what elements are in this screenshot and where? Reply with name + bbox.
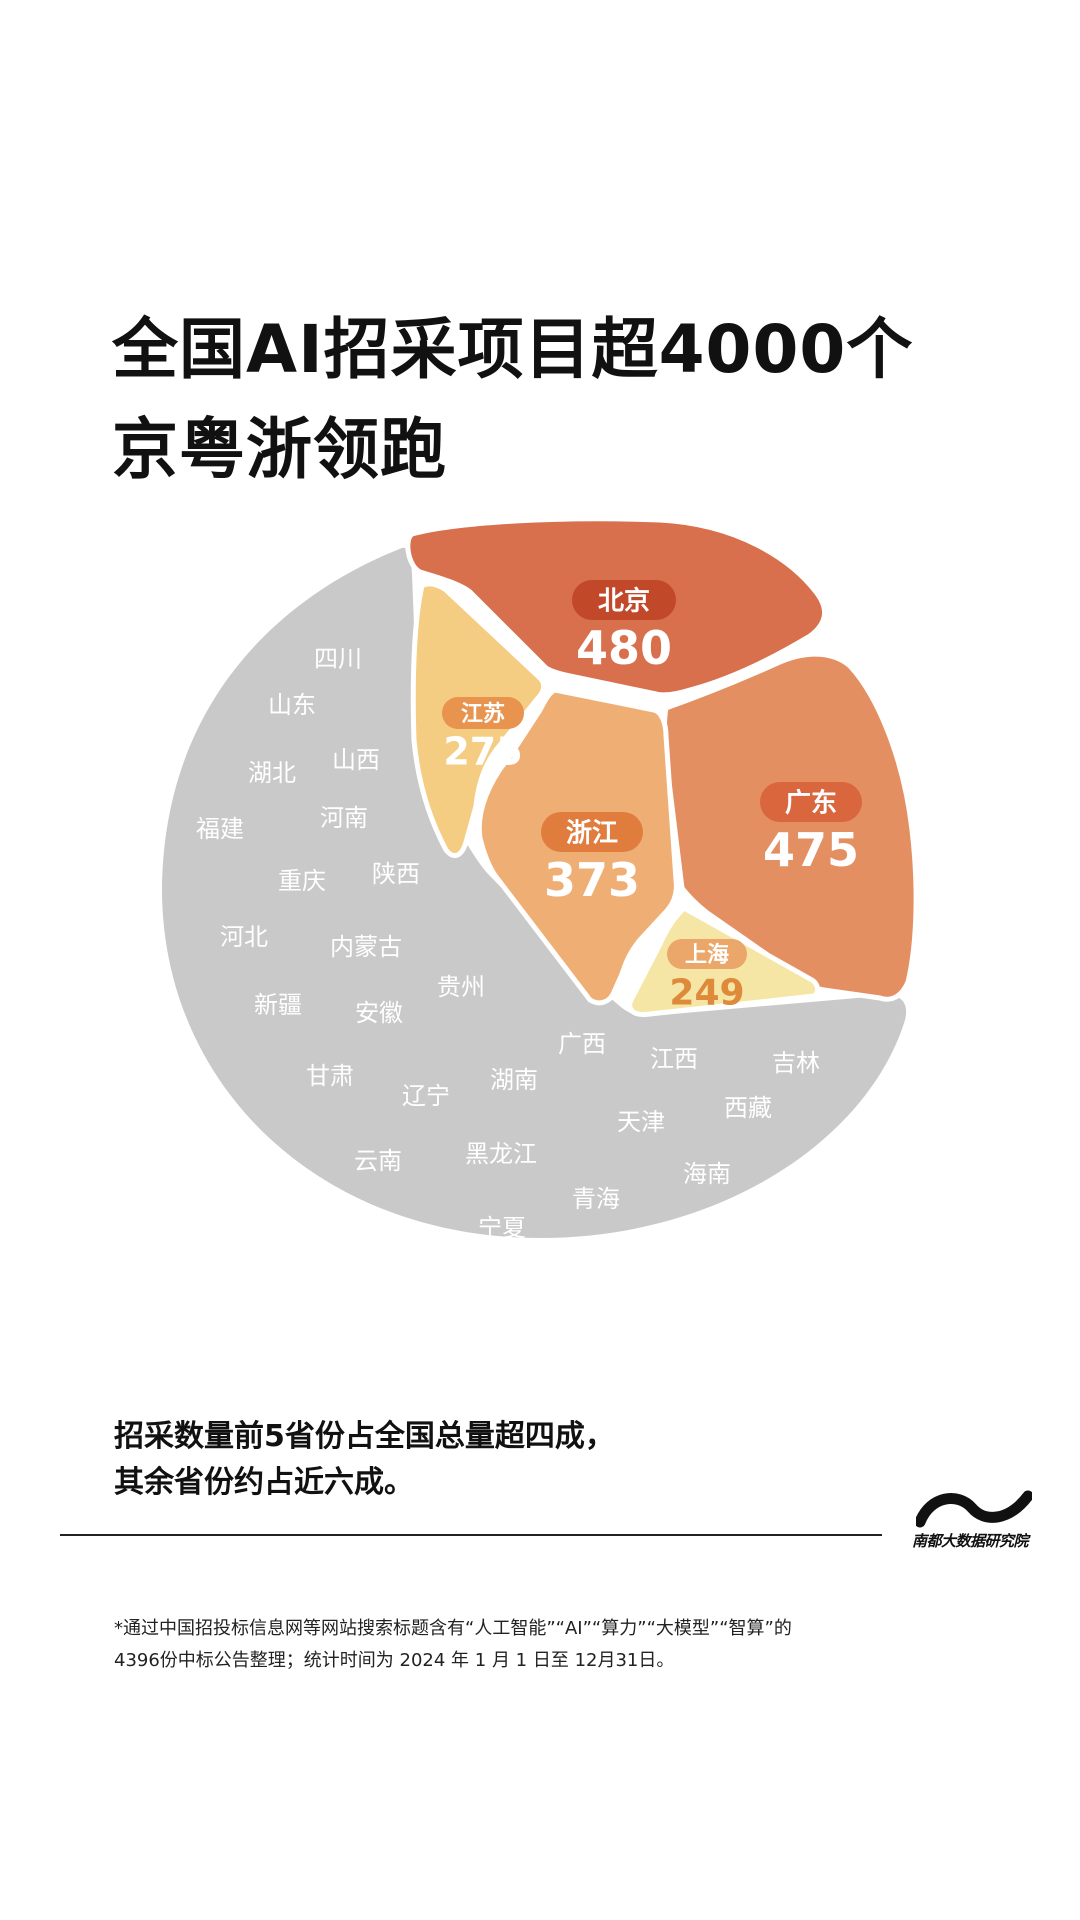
province-label-other: 河北 bbox=[220, 923, 268, 951]
province-label-other: 湖南 bbox=[490, 1066, 538, 1094]
province-name: 广东 bbox=[785, 787, 837, 818]
province-value: 480 bbox=[576, 621, 672, 675]
province-value: 249 bbox=[669, 973, 744, 1014]
province-name: 江苏 bbox=[461, 701, 505, 727]
footnote-line-1: *通过中国招投标信息网等网站搜索标题含有“人工智能”“AI”“算力”“大模型”“… bbox=[114, 1618, 792, 1639]
region-2 bbox=[661, 651, 919, 1002]
province-label-other: 贵州 bbox=[437, 973, 485, 1001]
province-name: 浙江 bbox=[566, 818, 618, 848]
province-name: 上海 bbox=[685, 942, 729, 968]
province-value: 475 bbox=[763, 823, 859, 877]
province-label-other: 内蒙古 bbox=[330, 933, 402, 961]
province-label-other: 四川 bbox=[314, 645, 362, 673]
province-label-other: 黑龙江 bbox=[465, 1140, 537, 1168]
province-label-other: 山西 bbox=[332, 746, 380, 774]
province-label-other: 西藏 bbox=[724, 1094, 772, 1122]
province-label-other: 陕西 bbox=[372, 860, 420, 888]
province-label-other: 湖北 bbox=[248, 759, 296, 787]
province-label-other: 青海 bbox=[572, 1185, 620, 1213]
province-label-other: 山东 bbox=[268, 691, 316, 719]
province-label-other: 天津 bbox=[617, 1108, 665, 1136]
province-label-other: 安徽 bbox=[355, 999, 403, 1027]
summary-line-2: 其余省份约占近六成。 bbox=[114, 1465, 414, 1500]
province-label-other: 广西 bbox=[558, 1030, 606, 1058]
footnote-line-2: 4396份中标公告整理；统计时间为 2024 年 1 月 1 日至 12月31日… bbox=[114, 1650, 675, 1671]
province-label-other: 甘肃 bbox=[306, 1062, 354, 1090]
province-label-other: 福建 bbox=[196, 815, 244, 843]
province-value: 373 bbox=[544, 853, 640, 907]
summary-line-1: 招采数量前5省份占全国总量超四成， bbox=[114, 1419, 615, 1454]
province-label-other: 重庆 bbox=[278, 867, 326, 895]
logo-text: 南都大数据研究院 bbox=[912, 1532, 1029, 1550]
province-badge bbox=[572, 580, 676, 620]
province-badge bbox=[760, 782, 862, 822]
divider bbox=[60, 1534, 882, 1536]
province-label-other: 云南 bbox=[354, 1147, 402, 1175]
province-value: 275 bbox=[443, 729, 522, 773]
brand-logo: 南都大数据研究院 bbox=[912, 1488, 1036, 1560]
title-line-1: 全国AI招采项目超4000个 bbox=[112, 311, 914, 388]
province-label-other: 辽宁 bbox=[402, 1082, 450, 1110]
province-label-other: 新疆 bbox=[254, 991, 302, 1019]
province-label-other: 江西 bbox=[650, 1045, 698, 1073]
province-label-other: 吉林 bbox=[772, 1049, 820, 1077]
province-label-other: 海南 bbox=[683, 1160, 731, 1188]
chart-title: 全国AI招采项目超4000个 京粤浙领跑 bbox=[112, 300, 913, 500]
wave-logo-icon bbox=[916, 1490, 1032, 1528]
province-badge bbox=[667, 939, 747, 969]
province-badge bbox=[541, 812, 643, 852]
title-line-2: 京粤浙领跑 bbox=[112, 411, 447, 488]
province-name: 北京 bbox=[598, 585, 650, 616]
province-badge bbox=[442, 697, 524, 729]
province-label-other: 宁夏 bbox=[478, 1214, 526, 1242]
footnote: *通过中国招投标信息网等网站搜索标题含有“人工智能”“AI”“算力”“大模型”“… bbox=[114, 1613, 792, 1677]
summary-text: 招采数量前5省份占全国总量超四成， 其余省份约占近六成。 bbox=[114, 1414, 615, 1506]
province-label-other: 河南 bbox=[320, 804, 368, 832]
region-other-provinces bbox=[161, 547, 907, 1238]
